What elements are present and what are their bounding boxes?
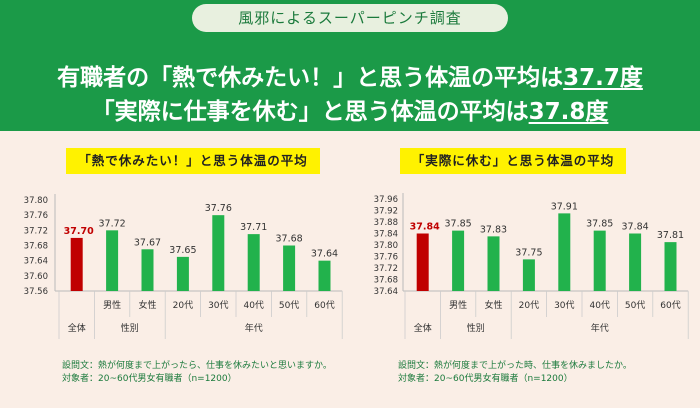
data-label: 37.70 <box>64 226 94 237</box>
data-label: 37.85 <box>444 219 471 230</box>
bar-30代 <box>558 213 571 291</box>
data-label: 37.83 <box>480 224 507 235</box>
y-tick-label: 37.56 <box>24 287 48 297</box>
bar-20代 <box>522 259 535 291</box>
data-label: 37.91 <box>551 201 578 212</box>
bar-全体 <box>70 237 83 291</box>
category-label: 全体 <box>414 322 432 334</box>
headline-2-text: 「実際に仕事を休む」と思う体温の平均は <box>91 99 529 125</box>
headline-1-value: 37.7度 <box>563 65 643 91</box>
category-label: 女性 <box>484 299 502 311</box>
bar-女性 <box>487 236 500 291</box>
data-label: 37.71 <box>240 222 267 233</box>
y-tick-label: 37.92 <box>374 207 398 217</box>
y-tick-label: 37.64 <box>374 287 398 297</box>
group-label: 性別 <box>121 322 139 334</box>
data-label: 37.72 <box>98 218 125 229</box>
headline-line-2: 「実際に仕事を休む」と思う体温の平均は37.8度 <box>0 92 700 126</box>
y-tick-label: 37.84 <box>374 230 398 240</box>
headline-1-text: 有職者の「熱で休みたい！」と思う体温の平均は <box>57 65 564 91</box>
y-tick-label: 37.80 <box>374 241 398 251</box>
data-label: 37.67 <box>134 237 161 248</box>
y-tick-label: 37.72 <box>374 264 398 274</box>
headline-line-1: 有職者の「熱で休みたい！」と思う体温の平均は37.7度 <box>0 58 700 92</box>
bar-50代 <box>629 233 642 291</box>
category-label: 男性 <box>103 299 121 311</box>
chart-1-question: 設問文：熱が何度まで上がったら、仕事を休みたいと思いますか。 <box>62 361 332 371</box>
chart-2-target: 対象者：20~60代男女有職者（n=1200） <box>398 374 573 384</box>
headline-2-value: 37.8度 <box>528 99 609 125</box>
category-label: 20代 <box>519 300 539 311</box>
header: 風邪によるスーパーピンチ調査 有職者の「熱で休みたい！」と思う体温の平均は37.… <box>0 0 700 131</box>
data-label: 37.81 <box>657 230 684 241</box>
category-label: 50代 <box>625 300 645 311</box>
chart-2-title: 「実際に休む」と思う体温の平均 <box>400 148 626 174</box>
y-tick-label: 37.76 <box>374 253 398 263</box>
category-label: 30代 <box>554 300 574 311</box>
category-label: 60代 <box>660 300 680 311</box>
bar-50代 <box>283 245 296 291</box>
y-tick-label: 37.80 <box>24 196 48 206</box>
category-label: 60代 <box>314 300 334 311</box>
survey-banner: 風邪によるスーパーピンチ調査 <box>192 4 508 32</box>
category-label: 40代 <box>589 300 609 311</box>
chart-2-question: 設問文：熱が何度まで上がった時、仕事を休みましたか。 <box>398 361 632 371</box>
data-label: 37.76 <box>205 203 232 214</box>
category-label: 50代 <box>279 300 299 311</box>
y-tick-label: 37.60 <box>24 272 48 282</box>
data-label: 37.65 <box>169 245 196 256</box>
chart-1-title: 「熱で休みたい！」と思う体温の平均 <box>66 148 320 174</box>
chart-2-notes: 設問文：熱が何度まで上がった時、仕事を休みましたか。 対象者：20~60代男女有… <box>398 360 632 386</box>
category-label: 40代 <box>243 300 263 311</box>
y-tick-label: 37.88 <box>374 218 398 228</box>
y-tick-label: 37.96 <box>374 195 398 205</box>
category-label: 20代 <box>173 300 193 311</box>
bar-40代 <box>247 234 260 291</box>
bar-女性 <box>141 249 154 291</box>
data-label: 37.84 <box>410 222 440 233</box>
group-label: 性別 <box>467 322 485 334</box>
category-label: 30代 <box>208 300 228 311</box>
data-label: 37.75 <box>515 247 542 258</box>
bar-男性 <box>452 230 465 291</box>
data-label: 37.85 <box>586 219 613 230</box>
group-label: 年代 <box>591 322 609 334</box>
y-tick-label: 37.72 <box>24 226 48 236</box>
data-label: 37.64 <box>311 249 338 260</box>
category-label: 女性 <box>138 299 156 311</box>
y-tick-label: 37.64 <box>24 257 48 267</box>
chart-1-target: 対象者：20~60代男女有職者（n=1200） <box>62 374 237 384</box>
bar-40代 <box>593 230 606 291</box>
bar-20代 <box>176 256 189 291</box>
y-tick-label: 37.76 <box>24 211 48 221</box>
data-label: 37.84 <box>621 222 648 233</box>
data-label: 37.68 <box>275 234 302 245</box>
bar-60代 <box>318 260 331 291</box>
category-label: 男性 <box>449 299 467 311</box>
bar-30代 <box>212 215 225 291</box>
chart-1-notes: 設問文：熱が何度まで上がったら、仕事を休みたいと思いますか。 対象者：20~60… <box>62 360 332 386</box>
group-label: 年代 <box>245 322 263 334</box>
bar-全体 <box>416 233 429 291</box>
category-label: 全体 <box>68 322 86 334</box>
y-tick-label: 37.68 <box>374 276 398 286</box>
bar-男性 <box>106 230 119 291</box>
bar-60代 <box>664 242 677 291</box>
y-tick-label: 37.68 <box>24 242 48 252</box>
